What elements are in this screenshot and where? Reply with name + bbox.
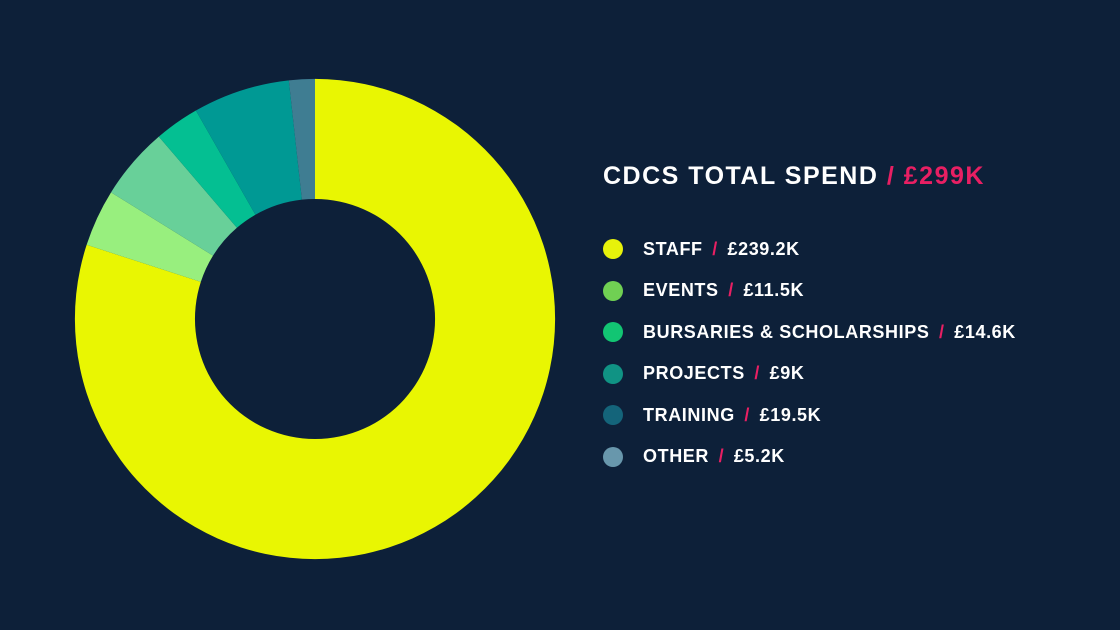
legend-item-staff: STAFF / £239.2K bbox=[603, 237, 1016, 261]
chart-info-panel: CDCS TOTAL SPEND / £299K STAFF / £239.2K… bbox=[603, 0, 1073, 630]
donut-segment-events bbox=[86, 192, 214, 282]
donut-segment-bursaries-scholarships bbox=[111, 136, 237, 256]
legend-value: £5.2K bbox=[733, 446, 785, 466]
bursaries-scholarships-legend-dot bbox=[603, 322, 623, 342]
legend-text: BURSARIES & SCHOLARSHIPS / £14.6K bbox=[643, 322, 1016, 343]
staff-legend-dot bbox=[603, 239, 623, 259]
donut-segment-staff bbox=[74, 78, 556, 560]
legend-separator: / bbox=[722, 280, 740, 300]
legend-text: TRAINING / £19.5K bbox=[643, 405, 821, 426]
donut-segment-other bbox=[288, 78, 315, 200]
legend-label: OTHER bbox=[643, 446, 709, 466]
legend-label: EVENTS bbox=[643, 280, 719, 300]
legend-text: PROJECTS / £9K bbox=[643, 363, 804, 384]
chart-legend: STAFF / £239.2K EVENTS / £11.5K BURSARIES … bbox=[603, 237, 1016, 469]
legend-item-projects: PROJECTS / £9K bbox=[603, 362, 1016, 386]
chart-title: CDCS TOTAL SPEND / £299K bbox=[603, 162, 985, 191]
legend-separator: / bbox=[706, 238, 724, 259]
legend-separator: / bbox=[748, 363, 766, 383]
legend-item-bursaries-scholarships: BURSARIES & SCHOLARSHIPS / £14.6K bbox=[603, 320, 1016, 344]
legend-value: £11.5K bbox=[743, 280, 805, 300]
legend-label: BURSARIES & SCHOLARSHIPS bbox=[643, 321, 930, 342]
projects-legend-dot bbox=[603, 363, 623, 384]
chart-title-label: CDCS TOTAL SPEND bbox=[603, 162, 879, 190]
legend-text: EVENTS / £11.5K bbox=[643, 280, 804, 301]
legend-text: STAFF / £239.2K bbox=[643, 239, 800, 260]
legend-label: PROJECTS bbox=[643, 363, 745, 383]
donut-chart bbox=[70, 74, 560, 564]
training-legend-dot bbox=[603, 405, 623, 425]
legend-value: £19.5K bbox=[759, 404, 822, 425]
donut-chart-svg bbox=[74, 78, 556, 560]
legend-separator: / bbox=[713, 446, 730, 466]
legend-value: £14.6K bbox=[954, 321, 1016, 342]
legend-separator: / bbox=[933, 321, 951, 342]
legend-item-events: EVENTS / £11.5K bbox=[603, 279, 1016, 303]
donut-segment-projects bbox=[158, 110, 256, 228]
legend-separator: / bbox=[738, 404, 756, 425]
legend-label: TRAINING bbox=[643, 404, 735, 425]
legend-item-training: TRAINING / £19.5K bbox=[603, 403, 1016, 427]
chart-title-separator: / bbox=[886, 162, 896, 190]
donut-segment-training bbox=[195, 80, 302, 215]
chart-title-value: £299K bbox=[903, 162, 985, 190]
legend-value: £9K bbox=[769, 363, 805, 383]
events-legend-dot bbox=[603, 280, 623, 301]
legend-item-other: OTHER / £5.2K bbox=[603, 445, 1016, 469]
legend-value: £239.2K bbox=[727, 238, 800, 259]
other-legend-dot bbox=[603, 446, 623, 467]
legend-label: STAFF bbox=[643, 238, 703, 259]
legend-text: OTHER / £5.2K bbox=[643, 446, 785, 467]
